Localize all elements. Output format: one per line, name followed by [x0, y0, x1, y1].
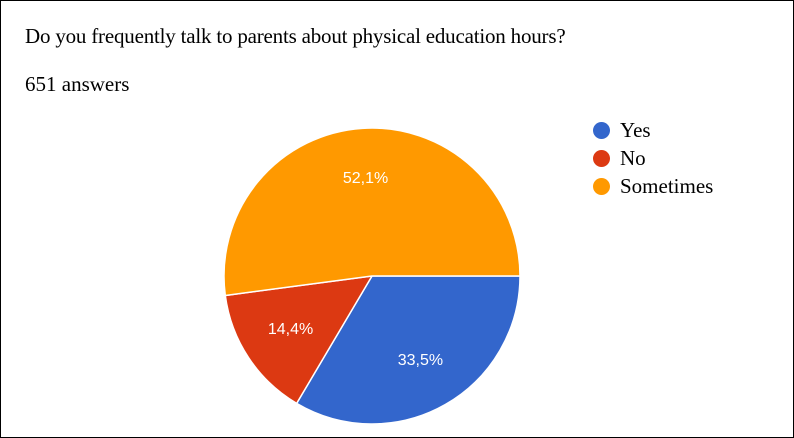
pie-slice-yes[interactable]: [295, 275, 521, 425]
question-title: Do you frequently talk to parents about …: [25, 24, 566, 48]
legend-item-sometimes[interactable]: Sometimes: [593, 172, 713, 200]
legend-item-yes[interactable]: Yes: [593, 116, 713, 144]
legend-dot-yes: [593, 121, 610, 139]
legend-label-sometimes: Sometimes: [620, 173, 714, 198]
pie-slice-no[interactable]: [224, 275, 374, 405]
slice-label-yes: 33,5%: [398, 352, 443, 369]
legend-label-no: No: [620, 145, 646, 170]
legend-item-no[interactable]: No: [593, 144, 713, 172]
legend-dot-no: [593, 149, 610, 167]
pie-slice-sometimes[interactable]: [223, 127, 521, 297]
slice-label-sometimes: 52,1%: [343, 170, 388, 187]
answers-count: 651 answers: [25, 72, 130, 96]
legend-dot-sometimes: [593, 177, 610, 195]
slice-label-no: 14,4%: [268, 321, 313, 338]
legend-label-yes: Yes: [620, 117, 651, 142]
legend: Yes No Sometimes: [593, 116, 713, 200]
